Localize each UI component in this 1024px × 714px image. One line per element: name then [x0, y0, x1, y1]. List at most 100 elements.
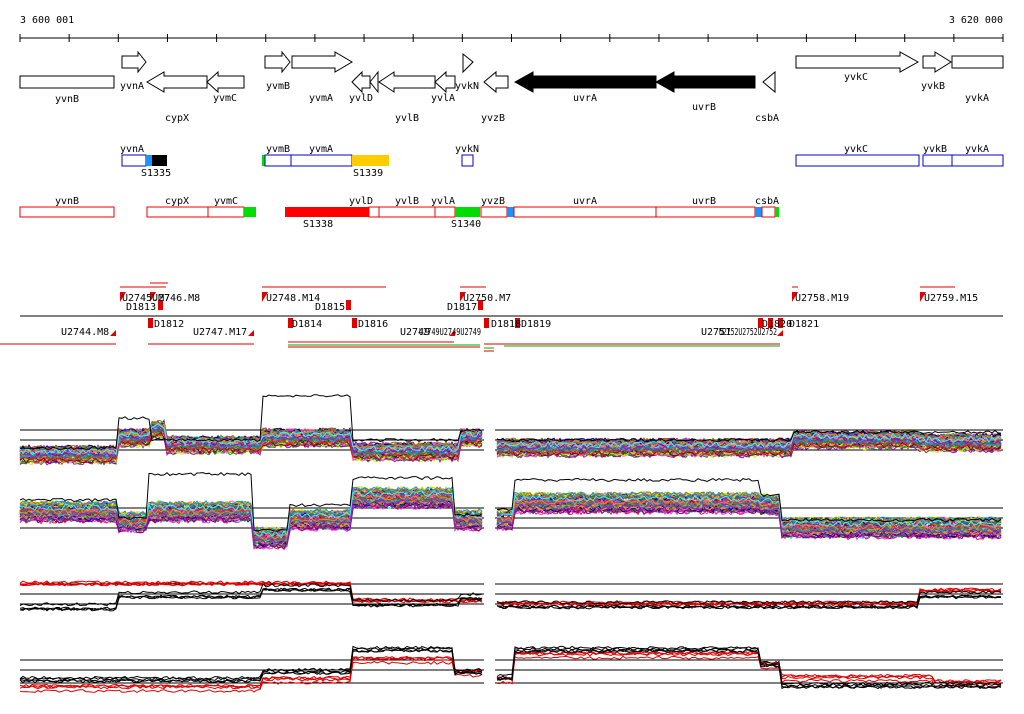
transcript-label: U2747.M17 [193, 327, 247, 338]
operon-label: yvkA [965, 144, 989, 155]
gene-arrow[interactable] [483, 70, 509, 94]
transcript-label: D1821 [789, 319, 819, 330]
terminator-marker[interactable] [288, 318, 293, 328]
operon-label: uvrB [692, 196, 716, 207]
terminator-marker[interactable] [515, 318, 520, 328]
expression-trace [496, 651, 1002, 684]
gene-arrow[interactable] [121, 50, 147, 74]
gene-arrow[interactable] [434, 70, 456, 94]
gene-label: csbA [755, 113, 779, 124]
gene-arrow[interactable] [351, 70, 371, 94]
gene-label: uvrB [692, 102, 716, 113]
terminator-marker[interactable] [478, 300, 483, 310]
tss-marker[interactable] [920, 292, 926, 302]
gene-label: yvkA [965, 93, 989, 104]
operon-box[interactable] [513, 206, 657, 218]
operon-box[interactable] [795, 154, 920, 167]
transcript-label: D1814 [292, 319, 322, 330]
sigma-site[interactable] [152, 155, 167, 166]
expression-trace [496, 655, 1002, 688]
operon-box[interactable] [480, 206, 508, 218]
gene-arrow[interactable] [291, 51, 353, 73]
terminator-marker[interactable] [352, 318, 357, 328]
operon-plus-track: yvnA yvmB yvmA yvkN yvkC yvkB yvkA S1335… [120, 144, 1004, 179]
expression-trace [496, 506, 1002, 540]
tss-marker[interactable] [792, 292, 798, 302]
tss-marker[interactable] [777, 330, 783, 336]
gene-label: yvnA [120, 81, 144, 92]
tss-marker[interactable] [110, 330, 116, 336]
sigma-site[interactable] [455, 207, 480, 217]
expression-trace [19, 648, 483, 684]
terminator-marker[interactable] [148, 318, 153, 328]
expression-trace [19, 486, 483, 534]
gene-arrow[interactable] [264, 50, 291, 74]
site-label: S1335 [141, 168, 171, 179]
terminator-marker[interactable] [346, 300, 351, 310]
operon-box[interactable] [378, 206, 436, 218]
operon-box[interactable] [290, 154, 353, 167]
sigma-site[interactable] [244, 207, 256, 217]
operon-box[interactable] [655, 206, 756, 218]
operon-box[interactable] [951, 154, 1004, 167]
expression-panel-3 [19, 580, 1003, 612]
gene-arrow[interactable] [378, 71, 436, 93]
sigma-site[interactable] [285, 207, 369, 217]
operon-box[interactable] [461, 154, 474, 167]
expression-trace [496, 590, 1002, 605]
sigma-site[interactable] [755, 207, 762, 217]
operon-box[interactable] [761, 206, 776, 218]
tss-marker[interactable] [460, 292, 466, 302]
expression-trace [496, 494, 1002, 528]
sigma-site[interactable] [262, 155, 265, 166]
tss-marker[interactable] [262, 292, 268, 302]
sigma-site[interactable] [352, 155, 389, 166]
gene-arrow[interactable] [795, 51, 920, 73]
expression-trace [19, 490, 483, 537]
operon-box[interactable] [368, 206, 380, 218]
gene-label: yvkC [844, 72, 868, 83]
tss-marker[interactable] [120, 292, 126, 302]
tss-marker[interactable] [248, 330, 254, 336]
operon-box[interactable] [434, 206, 456, 218]
gene-arrow[interactable] [369, 70, 379, 94]
operon-box[interactable] [207, 206, 245, 218]
transcript-label: D1816 [358, 319, 388, 330]
terminator-marker[interactable] [778, 318, 783, 328]
terminator-marker[interactable] [758, 318, 763, 328]
expression-trace [496, 477, 1002, 523]
expression-trace [496, 429, 1002, 442]
terminator-marker[interactable] [768, 318, 773, 328]
gene-arrow[interactable] [922, 51, 952, 73]
sigma-site[interactable] [146, 155, 152, 166]
operon-label: yvzB [481, 196, 505, 207]
sigma-site[interactable] [507, 207, 514, 217]
transcript-label: U2748.M14 [266, 293, 320, 304]
gene-arrow[interactable] [762, 70, 776, 94]
operon-label: yvnB [55, 196, 79, 207]
gene-arrow[interactable] [146, 71, 208, 93]
gene-box[interactable] [951, 55, 1004, 69]
sigma-site[interactable] [775, 207, 779, 217]
transcript-label: U2749 [400, 327, 430, 338]
operon-box[interactable] [146, 206, 209, 218]
operon-box[interactable] [19, 206, 115, 218]
operon-box[interactable] [264, 154, 292, 167]
expression-trace [496, 493, 1002, 526]
gene-arrow[interactable] [462, 52, 474, 74]
gene-label: yvkN [455, 81, 479, 92]
gene-arrow[interactable] [513, 71, 657, 93]
terminator-marker[interactable] [484, 318, 489, 328]
transcript-label: D1812 [154, 319, 184, 330]
operon-box[interactable] [121, 154, 147, 167]
gene-track: yvnB yvnA cypX yvmC yvmB yvmA yvlD yvlB … [19, 50, 1004, 124]
gene-arrow[interactable] [206, 70, 245, 94]
tss-marker[interactable] [449, 330, 455, 336]
gene-arrow[interactable] [654, 71, 756, 93]
gene-label: yvlA [431, 93, 455, 104]
operon-box[interactable] [922, 154, 953, 167]
tss-marker[interactable] [150, 292, 156, 302]
gene-box[interactable] [19, 75, 115, 89]
operon-label: yvkN [455, 144, 479, 155]
terminator-marker[interactable] [158, 300, 163, 310]
